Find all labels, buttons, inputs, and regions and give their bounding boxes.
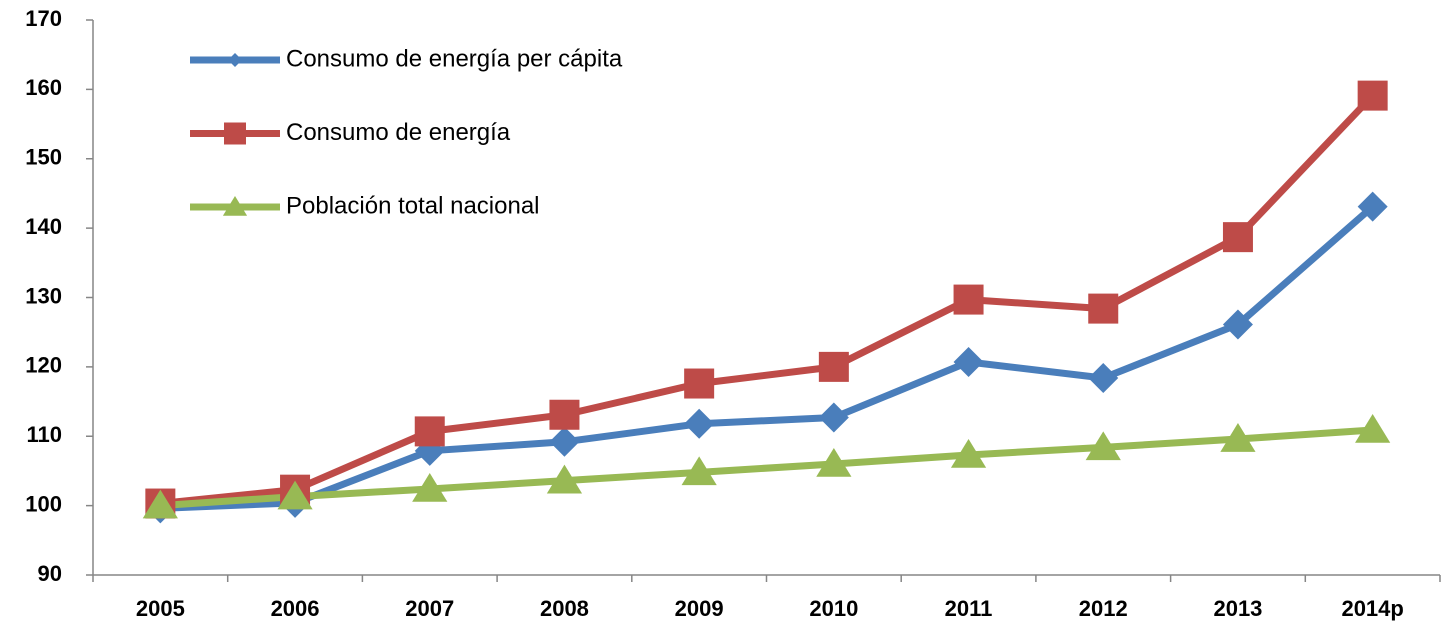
x-tick-label: 2005 (136, 596, 185, 621)
marker (1357, 80, 1388, 111)
legend-label: Consumo de energía per cápita (286, 45, 623, 72)
marker (818, 402, 849, 433)
marker (222, 196, 248, 216)
x-tick-label: 2007 (405, 596, 454, 621)
marker (684, 368, 715, 399)
y-tick-label: 160 (25, 75, 62, 100)
marker (953, 284, 984, 315)
series-line (159, 93, 1376, 508)
y-tick-label: 120 (25, 353, 62, 378)
marker (1085, 431, 1121, 461)
y-tick-label: 110 (27, 422, 63, 447)
marker (1220, 423, 1256, 452)
y-tick-label: 130 (25, 283, 62, 308)
marker (142, 489, 178, 519)
marker (684, 408, 715, 439)
marker (414, 416, 445, 447)
marker (1088, 362, 1119, 393)
marker (1357, 191, 1388, 222)
x-tick-label: 2010 (809, 596, 858, 621)
marker (277, 480, 313, 510)
marker (412, 472, 448, 502)
marker (816, 448, 852, 477)
marker (1222, 222, 1253, 253)
marker (953, 347, 984, 378)
marker (224, 122, 246, 145)
x-tick-label: 2008 (540, 596, 589, 621)
marker (1355, 414, 1391, 443)
marker (546, 464, 583, 494)
x-tick-label: 2011 (945, 596, 993, 621)
marker (549, 426, 580, 457)
marker (950, 438, 987, 468)
y-tick-label: 100 (25, 491, 62, 516)
marker (1088, 293, 1119, 324)
x-tick-label: 2012 (1079, 596, 1128, 621)
x-tick-label: 2006 (271, 596, 320, 621)
x-tick-label: 2013 (1213, 596, 1262, 621)
marker (1222, 309, 1253, 340)
marker (681, 456, 717, 486)
y-tick-label: 150 (25, 145, 62, 170)
y-tick-label: 90 (38, 561, 62, 586)
marker (818, 351, 849, 382)
y-tick-label: 170 (25, 6, 62, 31)
legend-label: Población total nacional (286, 192, 540, 219)
marker (228, 53, 242, 67)
legend-label: Consumo de energía (286, 119, 511, 146)
x-tick-label: 2009 (675, 596, 724, 621)
series-line (160, 426, 1373, 510)
series-line (160, 203, 1375, 512)
marker (549, 399, 580, 430)
x-tick-label: 2014p (1341, 596, 1403, 621)
y-tick-label: 140 (25, 214, 62, 239)
